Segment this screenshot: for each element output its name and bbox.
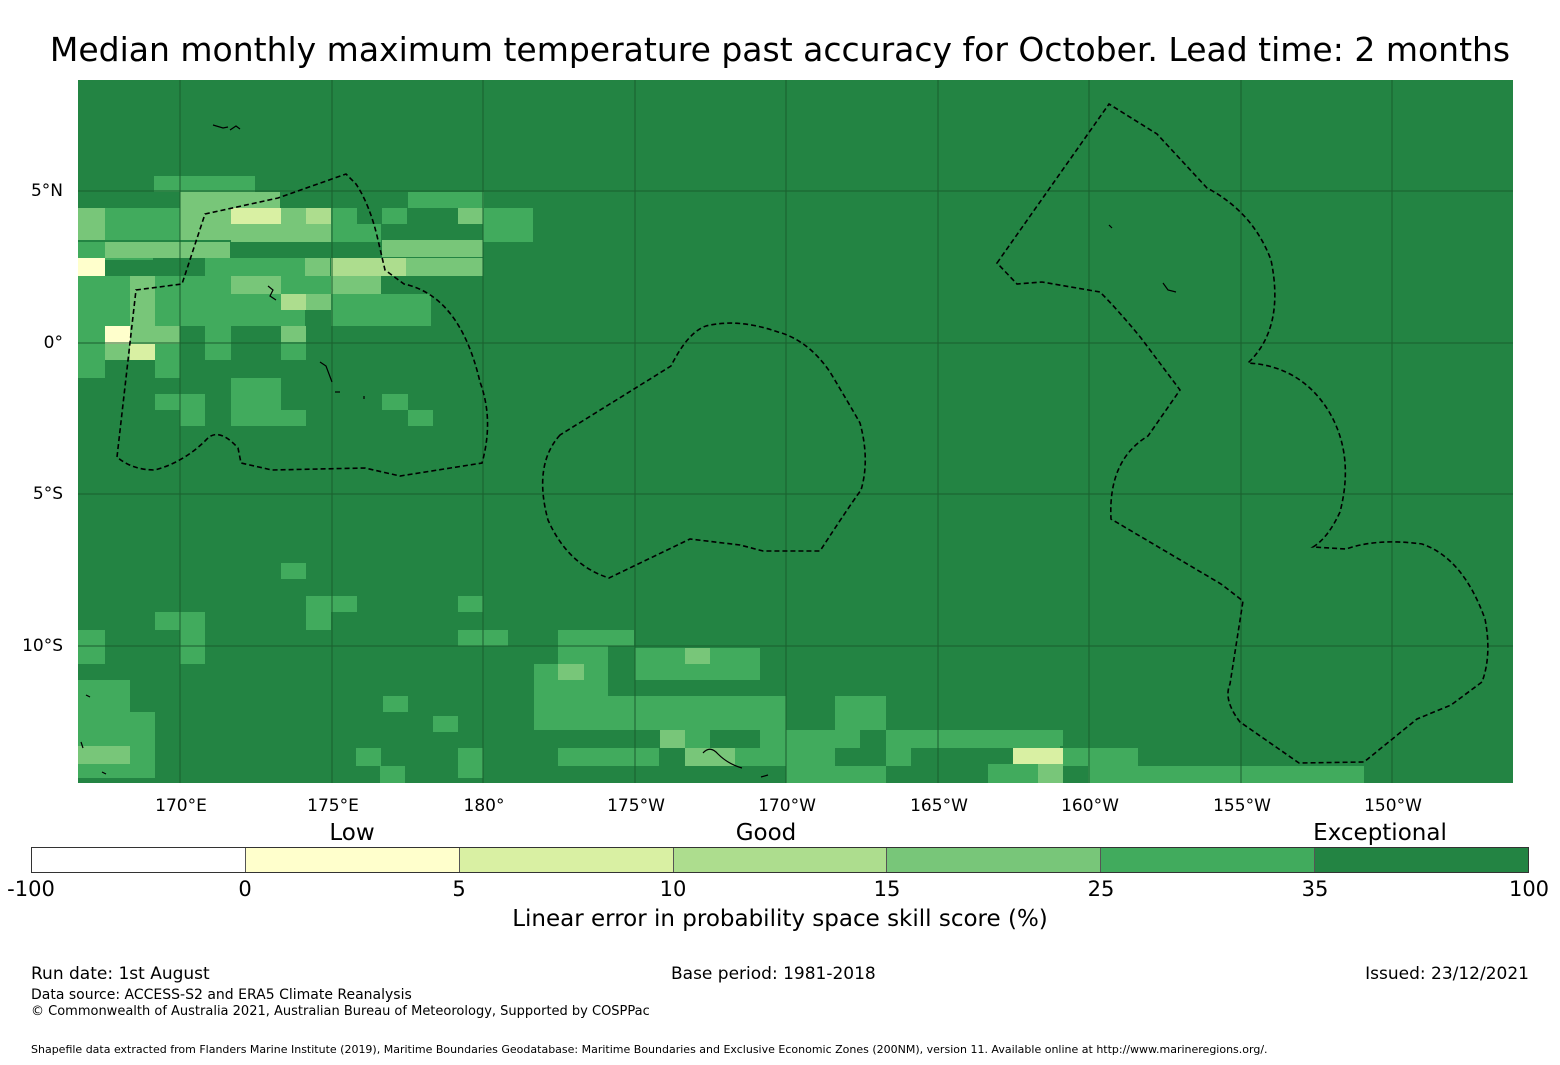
colorbar-segment	[887, 848, 1102, 872]
colorbar-segment	[245, 848, 460, 872]
colorbar-tick: 25	[1087, 877, 1115, 901]
lat-label-10s: 10°S	[22, 636, 63, 656]
lon-label-175w: 175°W	[607, 796, 665, 816]
colorbar-segment	[32, 848, 246, 872]
lon-label-175e: 175°E	[307, 796, 359, 816]
lat-label-5n: 5°N	[30, 181, 63, 201]
skill-score-map	[78, 80, 1513, 783]
data-source: Data source: ACCESS-S2 and ERA5 Climate …	[31, 987, 412, 1003]
lon-label-155w: 155°W	[1213, 796, 1271, 816]
category-good: Good	[735, 820, 797, 846]
coastlines	[80, 124, 1177, 778]
colorbar-title: Linear error in probability space skill …	[512, 906, 1048, 932]
colorbar-segment	[1315, 848, 1529, 872]
lon-label-180: 180°	[463, 796, 505, 816]
lon-label-165w: 165°W	[910, 796, 968, 816]
colorbar-tick: -100	[7, 877, 55, 901]
colorbar-segment	[673, 848, 888, 872]
lon-label-150w: 150°W	[1364, 796, 1422, 816]
colorbar-tick: 5	[452, 877, 466, 901]
category-low: Low	[329, 820, 375, 846]
base-period: Base period: 1981-2018	[671, 964, 876, 984]
map-background	[78, 80, 1513, 783]
category-exceptional: Exceptional	[1313, 820, 1447, 846]
shapefile-credit: Shapefile data extracted from Flanders M…	[31, 1043, 1268, 1056]
graticule	[78, 80, 1513, 783]
map-title: Median monthly maximum temperature past …	[49, 30, 1511, 69]
issued-date: Issued: 23/12/2021	[1365, 964, 1529, 984]
lat-label-0: 0°	[43, 333, 63, 353]
lon-label-160w: 160°W	[1061, 796, 1119, 816]
lat-label-5s: 5°S	[32, 484, 63, 504]
colorbar-segment	[1101, 848, 1316, 872]
colorbar	[31, 847, 1529, 873]
colorbar-tick: 100	[1508, 877, 1550, 901]
lon-label-170e: 170°E	[155, 796, 207, 816]
copyright: © Commonwealth of Australia 2021, Austra…	[31, 1004, 650, 1019]
colorbar-tick: 0	[238, 877, 252, 901]
lon-label-170w: 170°W	[758, 796, 816, 816]
colorbar-tick: 15	[873, 877, 901, 901]
skill-cells	[78, 176, 1364, 783]
colorbar-segment	[459, 848, 674, 872]
colorbar-tick: 10	[659, 877, 687, 901]
run-date: Run date: 1st August	[31, 964, 210, 984]
eez-boundaries	[116, 102, 1489, 764]
colorbar-tick: 35	[1301, 877, 1329, 901]
